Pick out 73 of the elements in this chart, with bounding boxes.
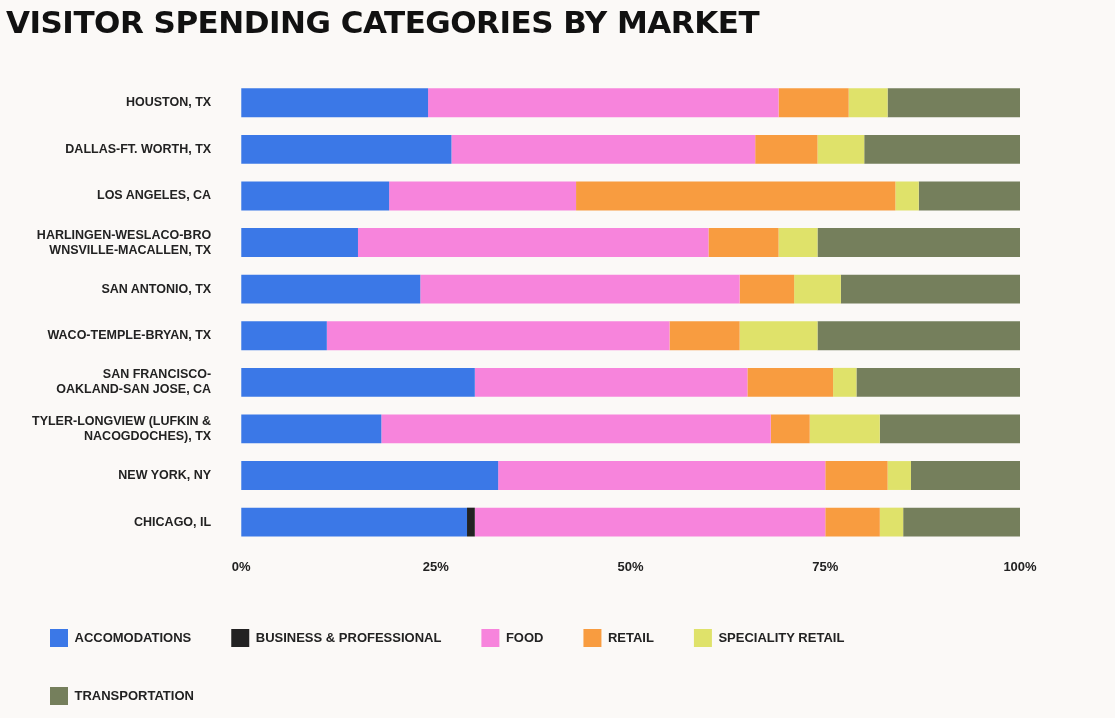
- bar: [809, 414, 880, 444]
- x-tick-label: 100%: [1003, 558, 1038, 574]
- bar: [241, 181, 390, 211]
- x-tick-label: 75%: [812, 558, 839, 574]
- bar: [357, 228, 709, 258]
- y-tick-label: HARLINGEN-WESLACO-BRO WNSVILLE-MACALLEN, TX: [36, 227, 212, 257]
- y-tick-label: NEW YORK, NY: [118, 467, 212, 482]
- bar: [817, 228, 1020, 258]
- legend-label: SPECIALITY RETAIL: [718, 629, 845, 645]
- bar: [770, 414, 810, 444]
- bar: [241, 461, 499, 490]
- bar: [910, 461, 1020, 490]
- bar: [887, 461, 911, 490]
- y-tick-label: TYLER-LONGVIEW (LUFKIN & NACOGDOCHES), TX: [31, 413, 212, 443]
- bar: [428, 88, 779, 118]
- bar: [794, 274, 841, 304]
- bar: [474, 367, 748, 397]
- y-tick-label: WACO-TEMPLE-BRYAN, TX: [47, 328, 212, 343]
- legend-label: TRANSPORTATION: [74, 687, 194, 703]
- bar: [498, 461, 826, 490]
- bar: [887, 88, 1020, 118]
- bar: [576, 181, 896, 211]
- bar: [848, 88, 888, 118]
- bar: [747, 367, 834, 397]
- y-tick-label: HOUSTON, TX: [125, 95, 212, 110]
- bar: [825, 461, 888, 490]
- bar: [879, 507, 904, 537]
- bar: [856, 367, 1020, 397]
- bar: [467, 507, 475, 537]
- bar: [918, 181, 1020, 211]
- bar: [241, 274, 421, 304]
- bar: [739, 321, 818, 351]
- bar: [825, 507, 880, 537]
- bar: [755, 134, 818, 164]
- bar: [864, 134, 1020, 164]
- bar: [381, 414, 771, 444]
- bar: [241, 134, 452, 164]
- bar: [389, 181, 577, 211]
- legend-label: ACCOMODATIONS: [74, 629, 192, 645]
- bar: [895, 181, 919, 211]
- legend-label: BUSINESS & PROFESSIONAL: [255, 629, 442, 645]
- bar: [241, 507, 468, 537]
- bar: [451, 134, 756, 164]
- y-tick-label: SAN FRANCISCO- OAKLAND-SAN JOSE, CA: [56, 367, 212, 397]
- bar: [778, 88, 849, 118]
- x-tick-label: 50%: [617, 558, 645, 574]
- x-tick-label: 0%: [231, 558, 251, 574]
- bar: [739, 274, 795, 304]
- bar: [833, 367, 857, 397]
- bar: [708, 228, 779, 258]
- bar: [241, 414, 382, 444]
- bar: [903, 507, 1020, 537]
- bar: [474, 507, 826, 537]
- bar: [778, 228, 818, 258]
- bar: [840, 274, 1020, 304]
- bar: [420, 274, 740, 304]
- y-tick-label: SAN ANTONIO, TX: [101, 281, 212, 296]
- x-tick-label: 25%: [422, 558, 450, 574]
- bar: [817, 134, 865, 164]
- bar: [241, 88, 429, 118]
- bar: [241, 228, 358, 258]
- y-tick-label: LOS ANGELES, CA: [97, 188, 212, 203]
- bar: [241, 321, 327, 351]
- bar: [669, 321, 740, 351]
- y-tick-label: DALLAS-FT. WORTH, TX: [65, 141, 212, 156]
- bar: [241, 367, 475, 397]
- bar: [326, 321, 670, 351]
- y-tick-label: CHICAGO, IL: [134, 514, 212, 529]
- legend-label: FOOD: [505, 629, 544, 645]
- bar: [817, 321, 1020, 351]
- chart-title: VISITOR SPENDING CATEGORIES BY MARKET: [6, 4, 760, 40]
- bar: [879, 414, 1020, 444]
- legend-label: RETAIL: [607, 629, 654, 645]
